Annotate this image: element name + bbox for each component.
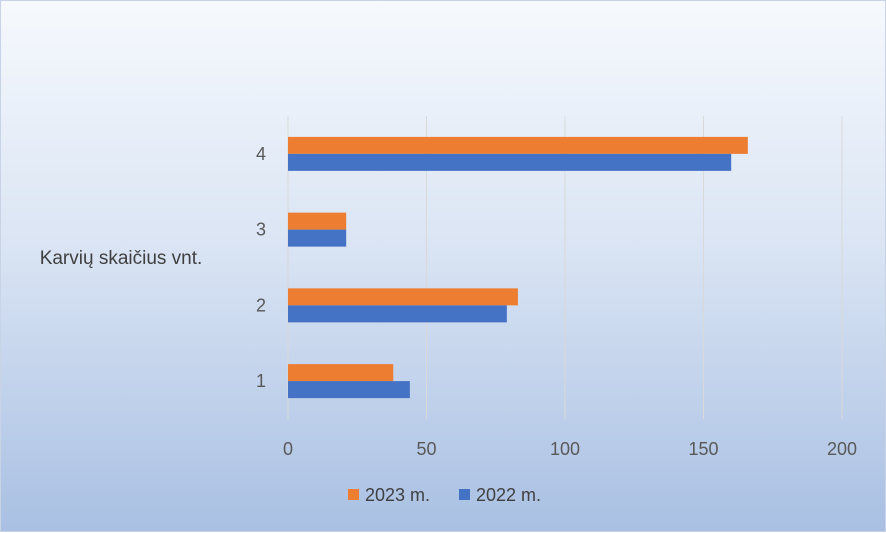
legend-label: 2023 m. (365, 485, 430, 505)
legend-swatch (459, 489, 470, 500)
x-tick-label: 100 (550, 439, 580, 459)
bars (288, 136, 748, 399)
legend: 2023 m. 2022 m. (348, 485, 541, 505)
bar-series-a (288, 364, 394, 382)
y-tick-label: 3 (256, 220, 266, 240)
y-tick-label: 1 (256, 371, 266, 391)
bar-series-b (288, 305, 507, 323)
x-tick-label: 150 (688, 439, 718, 459)
bar-series-b (288, 381, 410, 399)
x-tick-label: 200 (827, 439, 857, 459)
y-axis-title: Karvių skaičius vnt. (40, 248, 203, 269)
x-tick-label: 0 (283, 439, 293, 459)
bar-series-a (288, 212, 347, 230)
y-tick-label: 4 (256, 144, 266, 164)
y-axis-ticks: 1 2 3 4 (256, 144, 266, 391)
bar-series-a (288, 136, 748, 154)
y-tick-label: 2 (256, 295, 266, 315)
x-tick-label: 50 (416, 439, 436, 459)
bar-series-a (288, 288, 518, 306)
legend-label: 2022 m. (476, 485, 541, 505)
bar-series-b (288, 153, 732, 171)
legend-swatch (348, 489, 359, 500)
x-axis-ticks: 0 50 100 150 200 (283, 439, 857, 459)
bar-series-b (288, 229, 347, 247)
